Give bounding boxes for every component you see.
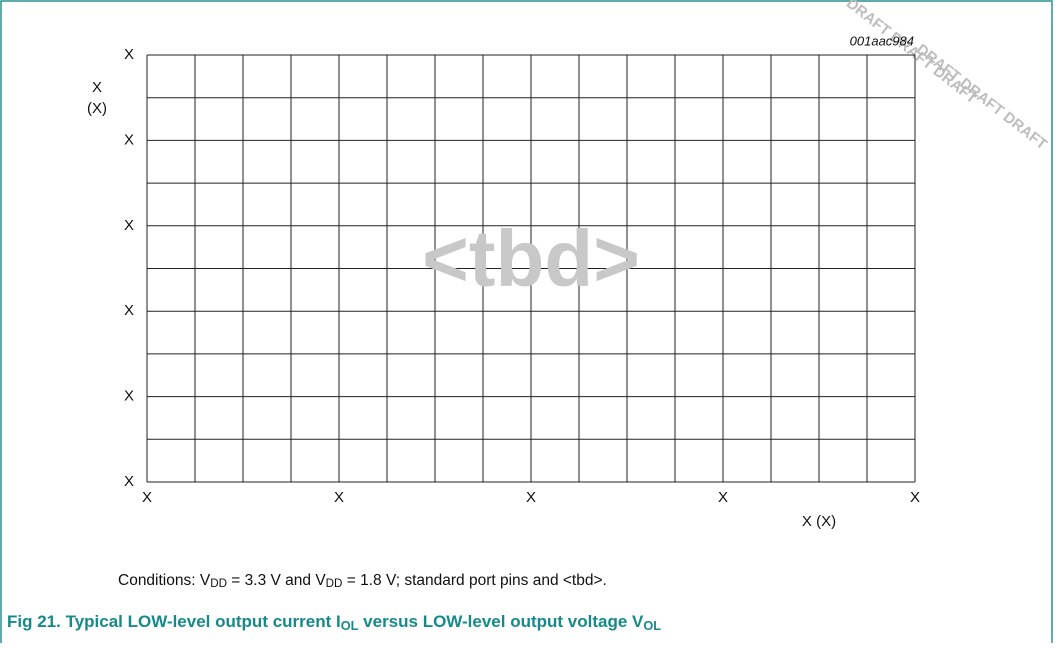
placeholder: <tbd> [422, 214, 640, 303]
subscript: OL [643, 618, 661, 633]
x-tick-label: X [334, 489, 344, 506]
x-tick-label: X [910, 489, 920, 506]
y-tick-label: X [124, 388, 134, 405]
text-run: versus LOW-level output voltage V [358, 612, 644, 631]
y-tick-label: X [124, 46, 134, 63]
x-tick-label: X [142, 489, 152, 506]
y-tick-label: X [124, 473, 134, 490]
grid [146, 54, 916, 483]
subscript: DD [210, 577, 227, 590]
id-code: 001aac984 [850, 33, 914, 48]
watermark-text: DRAFT DRAFT DRAFT [913, 41, 1050, 153]
y-tick-label: X [124, 131, 134, 148]
text-run: = 1.8 V; standard port pins and <tbd>. [342, 572, 606, 589]
text-run: Conditions: V [118, 572, 211, 589]
text-run: = 3.3 V and V [227, 572, 326, 589]
conditions: Conditions: VDD = 3.3 V and VDD = 1.8 V;… [118, 572, 607, 590]
text-run: Fig 21. Typical LOW-level output current… [7, 612, 341, 631]
x-tick-label: X [526, 489, 536, 506]
x-tick-label: X [718, 489, 728, 506]
subscript: DD [326, 577, 343, 590]
caption: Fig 21. Typical LOW-level output current… [7, 612, 661, 632]
y-tick-label: X [124, 302, 134, 319]
y-axis-unit: (X) [87, 100, 107, 117]
y-tick-label: X [124, 217, 134, 234]
x-axis-label: X (X) [802, 513, 836, 530]
watermark-text: DRAFT DRAFT DRAFT [843, 0, 980, 107]
subscript: OL [341, 618, 359, 633]
y-axis-label: X [92, 79, 102, 96]
